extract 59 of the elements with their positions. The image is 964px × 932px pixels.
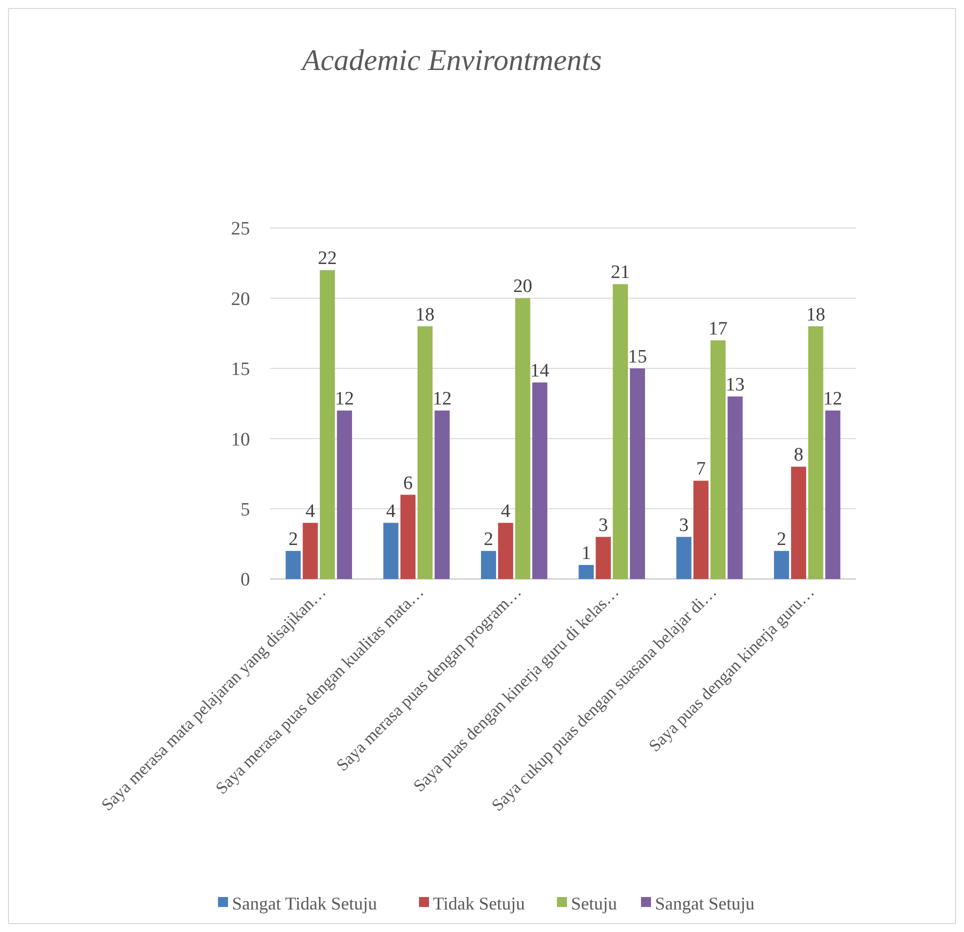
legend-label: Tidak Setuju — [433, 893, 525, 914]
bar — [498, 522, 514, 579]
bar — [676, 536, 692, 579]
data-label: 4 — [306, 500, 316, 522]
data-label: 18 — [806, 304, 826, 326]
data-label: 2 — [776, 528, 786, 550]
bar — [336, 410, 352, 579]
bar — [400, 494, 416, 579]
data-label: 12 — [823, 388, 842, 410]
data-label: 21 — [610, 262, 630, 284]
bar — [320, 270, 335, 579]
data-label: 22 — [318, 248, 337, 270]
data-label: 7 — [696, 458, 706, 480]
bar — [630, 368, 646, 579]
bar — [434, 410, 450, 579]
bar — [612, 284, 628, 579]
bar — [383, 522, 398, 579]
data-label: 4 — [386, 500, 396, 522]
y-tick-label: 10 — [231, 429, 250, 450]
bar — [710, 340, 726, 579]
data-label: 20 — [513, 276, 532, 298]
data-label: 15 — [628, 346, 647, 368]
data-label: 3 — [598, 514, 608, 536]
data-label: 13 — [726, 374, 745, 396]
bar — [286, 550, 301, 579]
legend-label: Sangat Setuju — [655, 893, 754, 914]
data-label: 2 — [484, 528, 494, 550]
bar — [791, 466, 806, 579]
bar — [302, 522, 318, 579]
bar — [532, 382, 548, 579]
data-label: 4 — [500, 500, 511, 522]
bar — [480, 550, 496, 579]
bar — [578, 564, 594, 579]
bar — [808, 326, 824, 579]
data-label: 1 — [581, 542, 591, 564]
y-tick-label: 15 — [231, 359, 250, 380]
data-label: 12 — [334, 388, 354, 410]
data-label: 17 — [708, 318, 728, 340]
legend-label: Setuju — [571, 893, 618, 914]
data-label: 8 — [794, 444, 804, 466]
legend-label: Sangat Tidak Setuju — [232, 893, 378, 914]
data-label: 14 — [530, 360, 550, 382]
bar — [825, 410, 840, 579]
bar — [596, 536, 611, 579]
y-tick-label: 0 — [240, 570, 250, 591]
y-tick-label: 20 — [231, 288, 250, 310]
data-label: 6 — [403, 472, 413, 494]
data-label: 2 — [288, 528, 298, 550]
bar — [728, 396, 743, 579]
data-label: 12 — [432, 388, 452, 410]
data-label: 3 — [679, 514, 689, 536]
bar — [774, 550, 790, 579]
chart-title: Academic Environtments — [300, 44, 602, 77]
data-label: 18 — [416, 304, 435, 326]
y-tick-label: 5 — [240, 499, 250, 520]
y-tick-label: 25 — [231, 218, 250, 240]
bar — [693, 480, 708, 579]
bar — [418, 326, 433, 579]
bar — [515, 298, 530, 579]
